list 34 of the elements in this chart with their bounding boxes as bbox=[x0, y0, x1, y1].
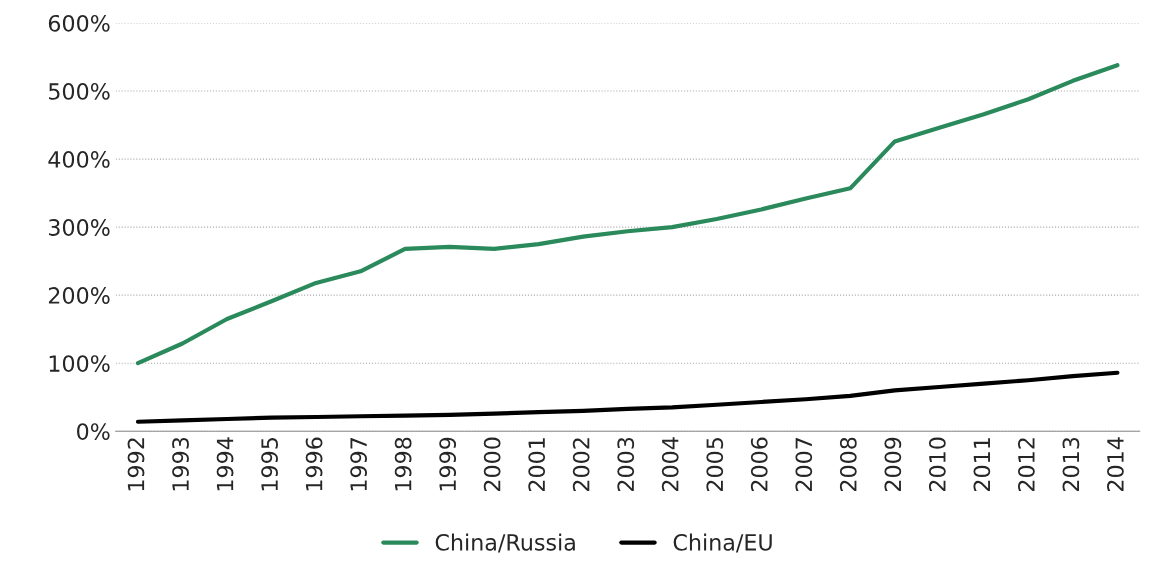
y-tick-label: 200% bbox=[48, 287, 110, 304]
y-tick-label: 600% bbox=[48, 14, 110, 32]
x-tick-label: 2010 bbox=[928, 437, 946, 492]
legend-label: China/EU bbox=[673, 533, 772, 553]
x-tick-label: 2009 bbox=[884, 437, 902, 492]
x-tick-label: 1997 bbox=[350, 438, 367, 491]
y-tick-label: 0% bbox=[77, 423, 110, 441]
x-tick-label: 1998 bbox=[394, 437, 412, 491]
y-tick-label: 300% bbox=[49, 219, 110, 236]
x-tick-label: 2008 bbox=[839, 437, 857, 492]
legend-label: China/Russia bbox=[435, 533, 575, 553]
x-tick-label: 1994 bbox=[216, 437, 234, 491]
y-tick-label: 100% bbox=[49, 355, 110, 372]
x-tick-label: 1999 bbox=[439, 437, 457, 491]
x-tick-label: 2012 bbox=[1017, 438, 1035, 492]
x-tick-label: 2005 bbox=[706, 438, 724, 492]
x-tick-label: 2000 bbox=[483, 437, 501, 492]
y-tick-label: 400% bbox=[48, 151, 110, 168]
x-tick-label: 2001 bbox=[528, 438, 546, 492]
line-series bbox=[135, 63, 1120, 366]
y-tick-label: 500% bbox=[49, 82, 110, 100]
x-tick-label: 2003 bbox=[617, 437, 635, 492]
x-tick-label: 2011 bbox=[973, 438, 991, 492]
line-series bbox=[135, 370, 1120, 424]
x-tick-label: 1995 bbox=[261, 438, 278, 491]
x-tick-label: 1996 bbox=[305, 437, 323, 491]
x-tick-label: 1992 bbox=[127, 438, 145, 491]
x-tick-label: 1993 bbox=[172, 437, 189, 491]
x-tick-label: 2013 bbox=[1062, 437, 1080, 492]
x-tick-label: 2004 bbox=[661, 437, 679, 492]
x-tick-label: 2006 bbox=[750, 437, 768, 492]
x-tick-label: 2002 bbox=[572, 438, 590, 492]
x-tick-label: 2014 bbox=[1107, 437, 1124, 492]
x-tick-label: 2007 bbox=[795, 438, 813, 492]
